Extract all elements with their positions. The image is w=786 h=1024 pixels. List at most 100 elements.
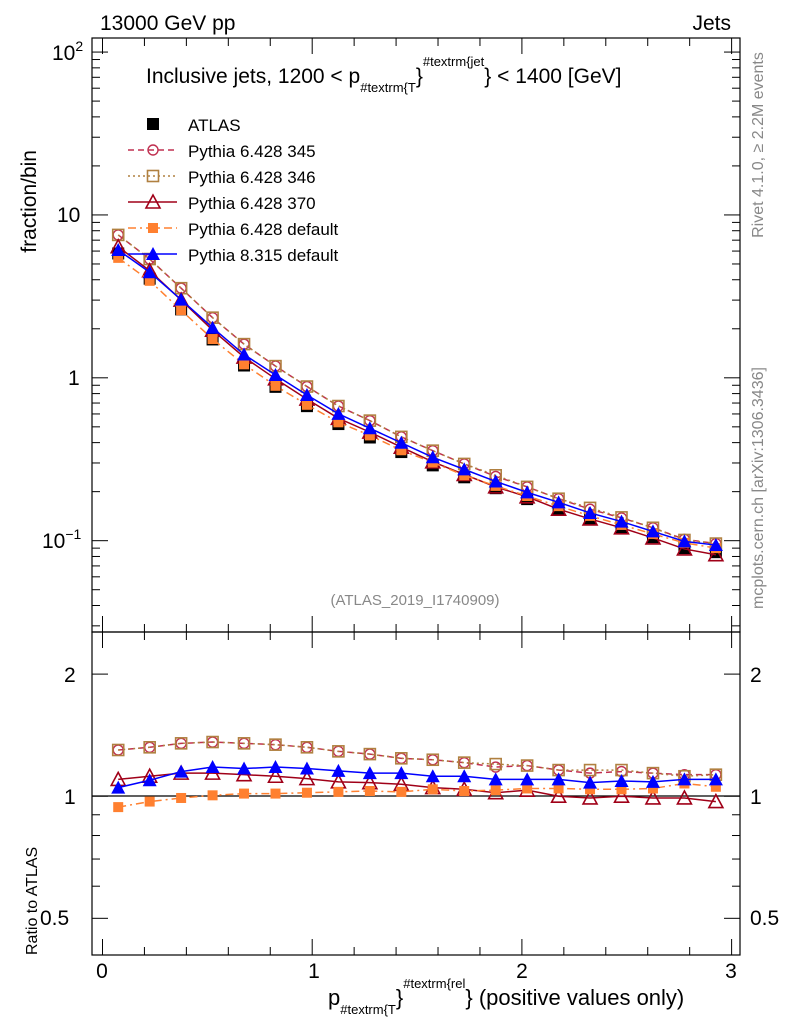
ratio-point <box>364 786 375 797</box>
data-point <box>488 474 503 488</box>
ratio-point <box>708 772 723 786</box>
ratio-line <box>118 766 716 789</box>
data-point <box>174 292 189 306</box>
data-point <box>268 368 283 382</box>
data-point <box>645 524 660 538</box>
ratio-point <box>426 753 440 767</box>
ratio-point <box>488 772 503 786</box>
series-line <box>117 234 716 545</box>
ratio-point <box>425 769 440 783</box>
y-tick-label-100: 102 <box>52 38 83 65</box>
ratio-point <box>270 788 281 799</box>
legend-label: ATLAS <box>188 116 241 135</box>
ratio-point <box>267 767 284 784</box>
ratio-point <box>647 783 658 794</box>
legend-label: Pythia 6.428 345 <box>188 142 316 161</box>
ratio-point <box>550 787 567 804</box>
ratio-point <box>144 796 155 807</box>
data-point <box>301 399 312 410</box>
legend-marker <box>146 169 160 183</box>
data-point <box>551 495 566 509</box>
data-point <box>520 485 535 499</box>
ratio-point <box>143 741 156 754</box>
axis-ticks <box>92 38 740 955</box>
ratio-point <box>520 772 535 786</box>
data-point <box>425 450 440 464</box>
legend-marker <box>147 144 159 156</box>
ratio-point <box>300 741 314 754</box>
legend-label: Pythia 6.428 default <box>188 220 339 239</box>
rivet-label: Rivet 4.1.0, ≥ 2.2M events <box>750 52 767 238</box>
ratio-point <box>301 787 312 798</box>
series-pythia-8-315-default <box>111 243 723 794</box>
ratio-point <box>237 761 252 775</box>
ratio-line <box>118 772 716 803</box>
ratio-tick-right-2: 2 <box>750 664 762 687</box>
ratio-axis-label: Ratio to ATLAS <box>24 847 41 955</box>
legend-label: Pythia 6.428 370 <box>188 194 316 213</box>
plot-frames <box>91 37 741 956</box>
ratio-point <box>299 761 314 775</box>
data-point <box>111 243 126 257</box>
series-line <box>117 257 717 549</box>
data-point <box>239 359 250 370</box>
data-point <box>113 252 124 263</box>
ratio-point <box>205 760 220 774</box>
legend-entry-pythia-6-428-default: Pythia 6.428 default <box>128 220 339 239</box>
ratio-tick-right-1: 1 <box>750 786 762 809</box>
x-tick-label-1: 1 <box>308 960 320 983</box>
data-series <box>109 228 725 813</box>
ratio-point <box>268 760 283 774</box>
ratio-point <box>551 772 566 786</box>
ratio-point <box>677 772 692 786</box>
ratio-point <box>394 766 409 780</box>
ratio-point <box>613 787 630 804</box>
legend-label: Pythia 6.428 346 <box>188 168 316 187</box>
x-tick-label-0: 0 <box>96 960 108 983</box>
legend-entry-pythia-8-315-default: Pythia 8.315 default <box>128 246 339 265</box>
data-point <box>142 265 157 279</box>
x-tick-label-3: 3 <box>725 960 737 983</box>
ratio-point <box>553 783 564 794</box>
ratio-point <box>710 781 721 792</box>
ratio-point <box>581 789 599 805</box>
legend-marker <box>144 193 162 209</box>
ratio-point <box>207 790 218 801</box>
ratio-point <box>583 763 597 777</box>
ratio-point <box>331 763 346 777</box>
ratio-tick-left-1: 1 <box>64 786 76 809</box>
ratio-point <box>676 789 693 805</box>
data-point <box>457 462 472 476</box>
ratio-point <box>298 769 316 786</box>
data-point <box>708 538 723 552</box>
ratio-point <box>113 802 124 813</box>
ratio-point <box>111 743 125 757</box>
ratio-point <box>332 745 345 758</box>
data-point <box>144 275 155 286</box>
ratio-point <box>174 737 188 750</box>
legend-marker <box>146 247 160 260</box>
ratio-point <box>239 788 250 799</box>
legend-entry-atlas: ATLAS <box>147 116 241 135</box>
data-point <box>176 305 187 316</box>
ratio-line <box>118 782 716 808</box>
ratio-point <box>459 786 470 797</box>
legend-entry-pythia-6-428-370: Pythia 6.428 370 <box>128 193 316 213</box>
y-tick-label-0.1: 10−1 <box>42 526 82 553</box>
ratio-point <box>644 789 662 805</box>
ratio-point <box>522 783 533 794</box>
legend-marker <box>147 118 159 130</box>
ratio-point <box>362 766 377 780</box>
ratio-point <box>585 784 596 795</box>
ratio-point <box>333 786 344 797</box>
data-point <box>207 334 218 345</box>
ratio-point <box>269 738 282 751</box>
ratio-point <box>206 735 219 749</box>
x-axis-label: p#textrm{T}#textrm{rel} (positive values… <box>328 976 684 1017</box>
ratio-tick-right-0.5: 0.5 <box>750 907 779 930</box>
y-tick-label-1: 1 <box>68 367 80 390</box>
ratio-point <box>489 757 502 771</box>
data-point <box>396 445 407 456</box>
ratio-point <box>176 792 187 803</box>
